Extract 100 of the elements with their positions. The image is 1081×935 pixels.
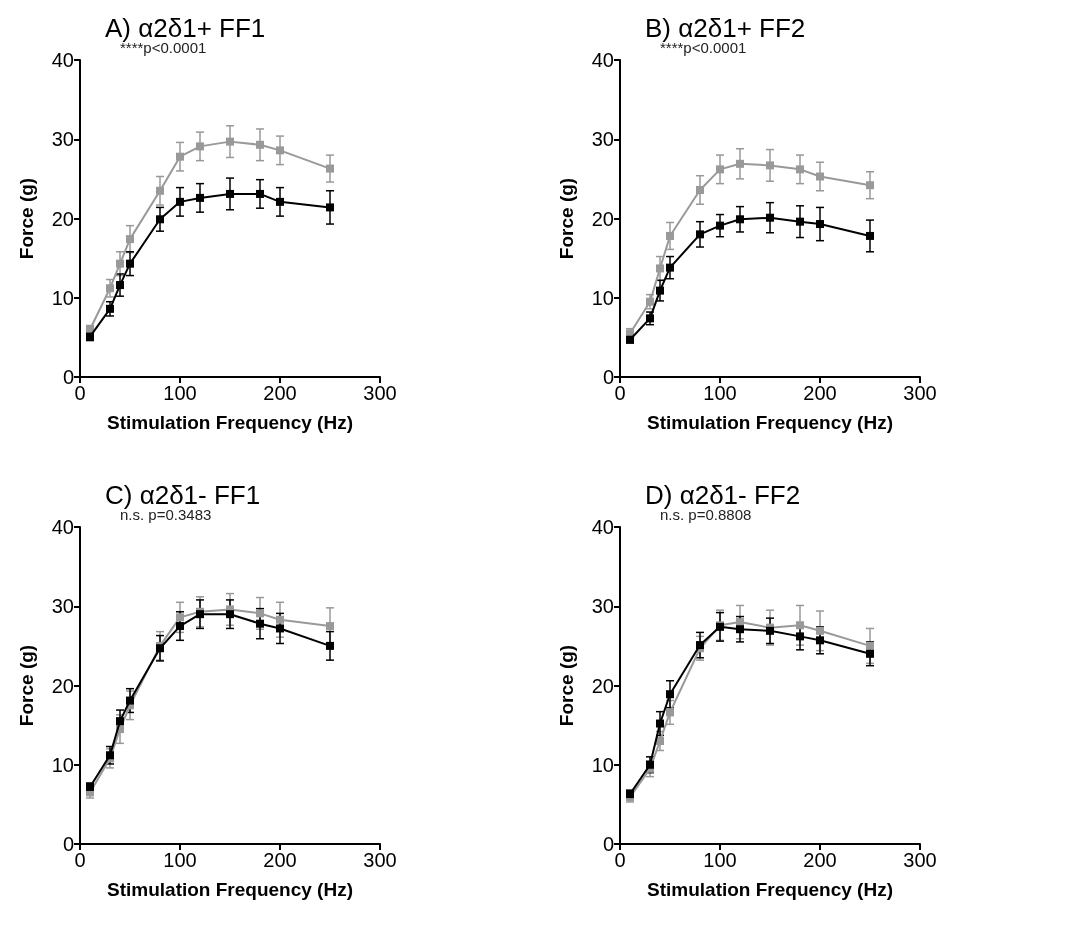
point: [796, 165, 804, 174]
y-tick-label: 30: [51, 128, 74, 151]
y-axis-title: Force (g): [16, 644, 37, 727]
point: [156, 215, 164, 224]
point: [326, 641, 334, 650]
point: [116, 259, 124, 268]
x-axis-title: Stimulation Frequency (Hz): [107, 879, 353, 900]
x-tick-label: 100: [703, 849, 737, 871]
point: [256, 619, 264, 628]
point: [736, 625, 744, 634]
point: [866, 641, 874, 650]
point: [276, 197, 284, 206]
point: [816, 626, 824, 635]
y-tick-label: 20: [591, 674, 614, 697]
point: [276, 146, 284, 155]
point: [816, 220, 824, 229]
point: [796, 632, 804, 641]
y-axis-title: Force (g): [556, 644, 577, 727]
y-tick-label: 0: [62, 366, 74, 388]
point: [106, 284, 114, 293]
x-tick-label: 200: [263, 849, 297, 871]
y-axis-title: Force (g): [556, 177, 577, 260]
point: [646, 760, 654, 769]
point: [276, 624, 284, 633]
point: [796, 621, 804, 630]
point: [176, 197, 184, 206]
y-tick-label: 40: [591, 516, 614, 538]
x-tick-label: 100: [703, 382, 737, 404]
x-axis-title: Stimulation Frequency (Hz): [107, 412, 353, 433]
y-tick-label: 20: [51, 207, 74, 230]
point: [666, 231, 674, 240]
y-tick-label: 30: [591, 128, 614, 151]
point: [196, 142, 204, 151]
y-tick-label: 40: [51, 49, 74, 71]
y-axis-title: Force (g): [16, 177, 37, 260]
point: [196, 193, 204, 202]
x-tick-label: 200: [803, 849, 837, 871]
point: [666, 708, 674, 717]
x-tick-label: 100: [163, 849, 197, 871]
point: [816, 172, 824, 181]
point: [656, 736, 664, 745]
point: [716, 221, 724, 230]
y-tick-label: 0: [602, 833, 614, 855]
point: [666, 263, 674, 272]
y-tick-label: 10: [591, 286, 614, 309]
point: [176, 152, 184, 161]
point: [256, 609, 264, 618]
point: [736, 215, 744, 224]
y-tick-label: 40: [51, 516, 74, 538]
point: [866, 649, 874, 658]
point: [126, 696, 134, 705]
point: [226, 189, 234, 198]
point: [126, 259, 134, 268]
point: [126, 235, 134, 244]
point: [866, 231, 874, 240]
point: [816, 636, 824, 645]
point: [116, 281, 124, 290]
x-tick-label: 100: [163, 382, 197, 404]
point: [666, 690, 674, 699]
point: [766, 161, 774, 170]
x-tick-label: 300: [903, 849, 937, 871]
y-tick-label: 30: [591, 595, 614, 618]
y-tick-label: 10: [591, 753, 614, 776]
point: [326, 164, 334, 173]
point: [256, 189, 264, 198]
y-tick-label: 30: [51, 595, 74, 618]
y-tick-label: 20: [591, 207, 614, 230]
point: [326, 203, 334, 212]
y-tick-label: 0: [602, 366, 614, 388]
point: [866, 181, 874, 190]
point: [326, 622, 334, 631]
x-axis-title: Stimulation Frequency (Hz): [647, 879, 893, 900]
point: [766, 213, 774, 222]
point: [736, 159, 744, 168]
point: [656, 286, 664, 295]
x-tick-label: 200: [803, 382, 837, 404]
point: [256, 140, 264, 149]
x-tick-label: 300: [363, 849, 397, 871]
point: [176, 622, 184, 631]
y-tick-label: 40: [591, 49, 614, 71]
x-tick-label: 300: [363, 382, 397, 404]
point: [106, 304, 114, 313]
point: [796, 217, 804, 226]
point: [696, 185, 704, 194]
point: [656, 719, 664, 728]
point: [156, 186, 164, 195]
x-tick-label: 300: [903, 382, 937, 404]
point: [226, 610, 234, 619]
x-tick-label: 200: [263, 382, 297, 404]
point: [696, 230, 704, 239]
y-tick-label: 10: [51, 286, 74, 309]
y-tick-label: 10: [51, 753, 74, 776]
point: [276, 615, 284, 624]
point: [116, 717, 124, 726]
point: [646, 297, 654, 306]
y-tick-label: 20: [51, 674, 74, 697]
y-tick-label: 0: [62, 833, 74, 855]
point: [716, 165, 724, 174]
x-axis-title: Stimulation Frequency (Hz): [647, 412, 893, 433]
point: [226, 137, 234, 146]
